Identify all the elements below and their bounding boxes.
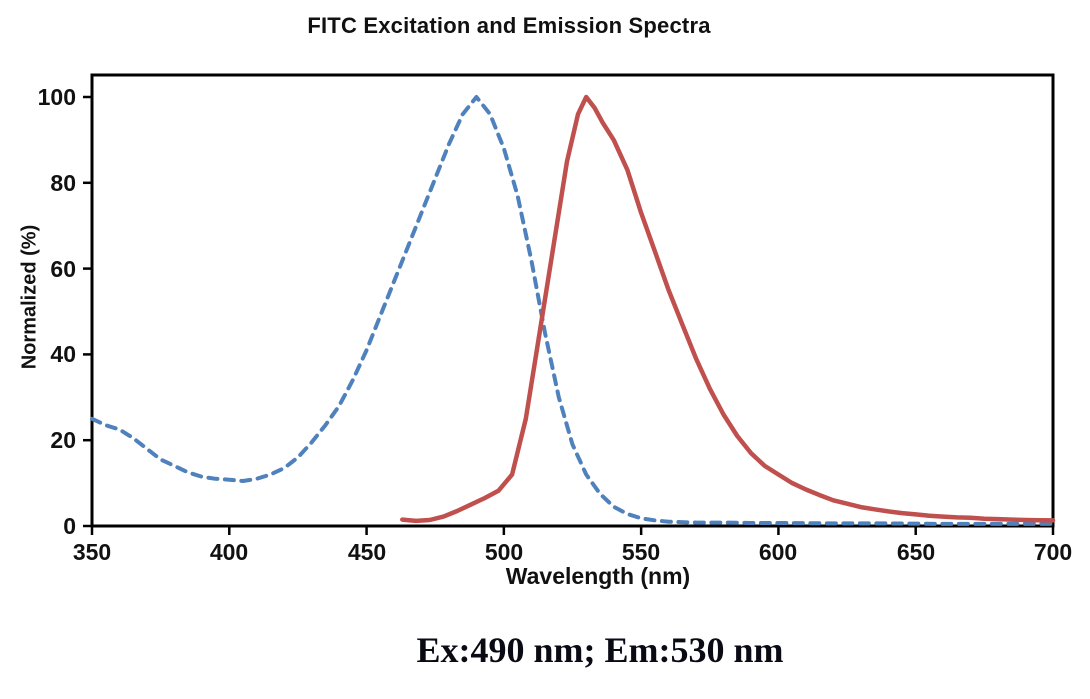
y-tick-label-40: 40 bbox=[50, 341, 76, 367]
y-tick-label-100: 100 bbox=[37, 84, 76, 110]
peak-annotation: Ex:490 nm; Em:530 nm bbox=[416, 630, 784, 670]
emission-curve bbox=[400, 94, 1056, 524]
y-tick-label-20: 20 bbox=[50, 427, 76, 453]
plot-area bbox=[83, 73, 1056, 535]
x-tick-label-350: 350 bbox=[72, 539, 112, 565]
y-tick-label-60: 60 bbox=[50, 256, 76, 282]
excitation-curve bbox=[90, 95, 1055, 526]
x-axis-label: Wavelength (nm) bbox=[505, 563, 691, 589]
x-tick-label-600: 600 bbox=[758, 539, 798, 565]
y-tick-label-0: 0 bbox=[63, 513, 76, 539]
y-tick-label-80: 80 bbox=[50, 170, 76, 196]
x-tick-label-450: 450 bbox=[347, 539, 387, 565]
x-tick-label-650: 650 bbox=[896, 539, 936, 565]
x-tick-label-550: 550 bbox=[621, 539, 661, 565]
x-tick-label-700: 700 bbox=[1033, 539, 1073, 565]
x-tick-label-400: 400 bbox=[209, 539, 249, 565]
x-tick-label-500: 500 bbox=[484, 539, 524, 565]
chart-title: FITC Excitation and Emission Spectra bbox=[307, 13, 711, 38]
plot-border bbox=[90, 73, 1055, 528]
